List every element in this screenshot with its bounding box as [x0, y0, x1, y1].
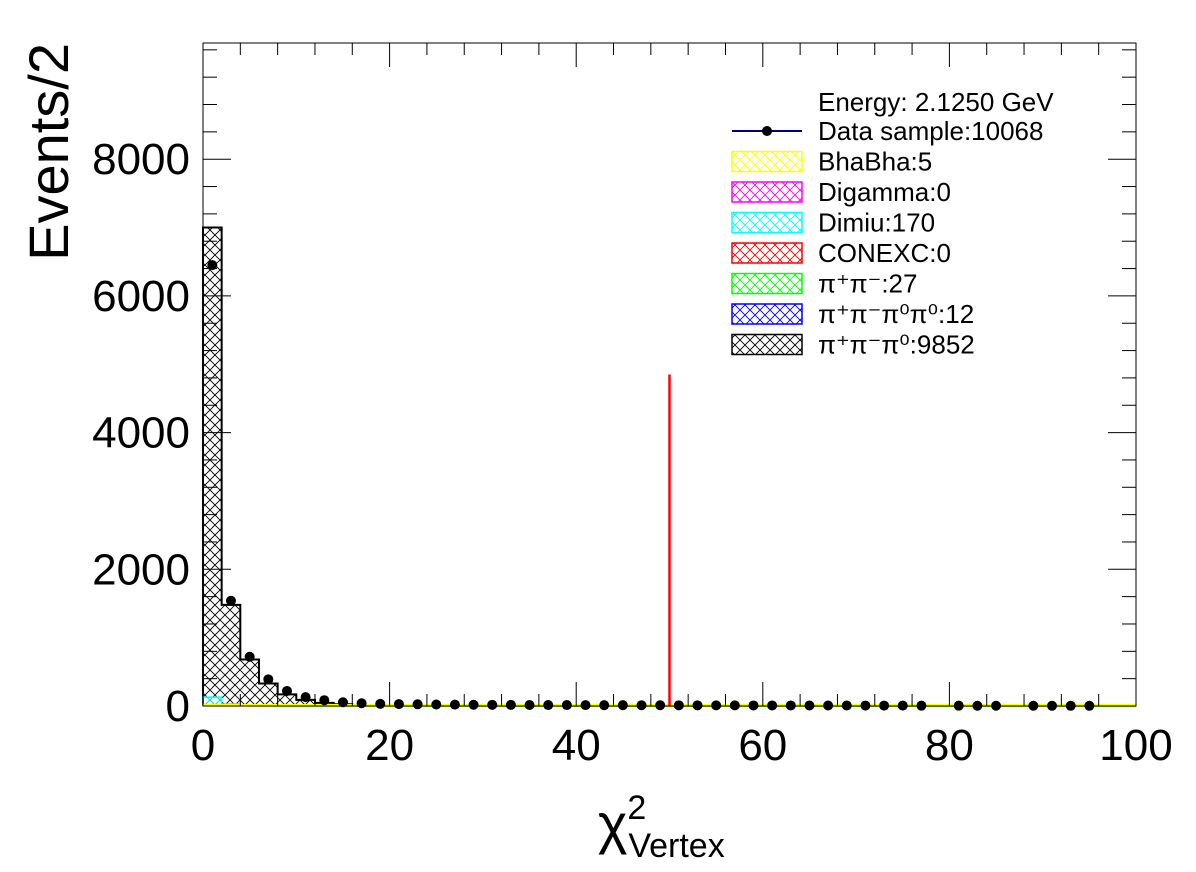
y-tick-label: 2000: [92, 545, 190, 594]
legend-swatch-conexc: [731, 242, 803, 264]
legend-entry-pipipi0pi0: π⁺π⁻π⁰π⁰:12: [731, 299, 974, 329]
data-point: [468, 699, 479, 710]
legend-header: Energy: 2.1250 GeV: [818, 87, 1054, 117]
bar-pipipi0: [221, 604, 241, 706]
data-point: [449, 699, 460, 710]
data-markers: [207, 260, 1095, 711]
data-point: [505, 699, 516, 710]
data-point: [375, 698, 386, 709]
bar-pipipi0: [258, 683, 278, 706]
legend-label-pipi: π⁺π⁻:27: [818, 269, 917, 299]
data-point: [617, 700, 628, 711]
x-tick-label: 100: [1099, 721, 1172, 770]
data-point: [748, 700, 759, 711]
bar-pipipi0: [296, 699, 315, 706]
data-point: [767, 700, 778, 711]
data-point: [543, 700, 554, 711]
plot-frame: [202, 42, 1137, 707]
data-point: [673, 700, 684, 711]
data-point: [300, 692, 311, 703]
y-tick-label: 4000: [92, 409, 190, 458]
data-point: [431, 699, 442, 710]
x-axis-title-main: χ: [598, 792, 627, 855]
data-point: [785, 700, 796, 711]
legend-entry-conexc: CONEXC:0: [731, 238, 951, 268]
legend-entry-dimiu: Dimiu:170: [731, 208, 935, 238]
legend-marker-data: [762, 126, 772, 136]
data-point: [524, 699, 535, 710]
legend-label-pipipi0: π⁺π⁻π⁰:9852: [818, 330, 975, 360]
x-axis-title: χ2 Vertex: [598, 789, 725, 865]
x-tick-label: 80: [925, 721, 974, 770]
legend-label-conexc: CONEXC:0: [818, 238, 951, 268]
legend-label-digamma: Digamma:0: [818, 177, 951, 207]
bar-pipipi0: [277, 694, 297, 706]
y-tick-label: 0: [166, 682, 190, 731]
y-axis-tick-labels: 0 2000 4000 6000 8000: [92, 135, 190, 731]
legend-label-data: Data sample:10068: [818, 116, 1043, 146]
legend-entry-digamma: Digamma:0: [731, 177, 951, 207]
data-point: [319, 695, 330, 706]
data-point: [580, 700, 591, 711]
x-axis-title-sub: Vertex: [628, 827, 724, 865]
legend-label-pipipi0pi0: π⁺π⁻π⁰π⁰:12: [818, 299, 974, 329]
x-tick-label: 20: [365, 721, 414, 770]
data-point: [393, 699, 404, 710]
data-point: [636, 700, 647, 711]
x-tick-label: 40: [552, 721, 601, 770]
legend-swatch-digamma: [731, 181, 803, 203]
data-point: [263, 674, 274, 685]
legend-entry-bhabha: BhaBha:5: [731, 147, 932, 177]
legend-swatch-pipipi0pi0: [731, 303, 803, 325]
x-tick-label: 60: [738, 721, 787, 770]
legend-entry-pipi: π⁺π⁻:27: [731, 269, 917, 299]
data-point: [337, 697, 348, 708]
y-axis-title: Events/2: [17, 43, 80, 261]
bar-dimiu: [203, 697, 222, 706]
data-point: [729, 700, 740, 711]
data-point: [244, 651, 255, 662]
legend: Energy: 2.1250 GeV Data sample:10068BhaB…: [731, 87, 1054, 360]
legend-swatch-bhabha: [731, 150, 803, 173]
legend-swatch-pipi: [731, 272, 803, 295]
legend-label-bhabha: BhaBha:5: [818, 147, 932, 177]
data-point: [356, 698, 367, 709]
legend-entry-pipipi0: π⁺π⁻π⁰:9852: [731, 330, 975, 360]
bar-pipipi0: [240, 659, 259, 706]
data-point: [225, 595, 236, 606]
legend-entry-data: Data sample:10068: [732, 116, 1043, 146]
y-tick-label: 6000: [92, 272, 190, 321]
data-point: [599, 700, 610, 711]
x-tick-label: 0: [191, 721, 215, 770]
data-point: [561, 700, 572, 711]
data-point: [412, 699, 423, 710]
x-axis-title-sup: 2: [627, 789, 646, 827]
legend-swatch-dimiu: [731, 211, 803, 234]
bar-pipipi0: [203, 227, 222, 706]
data-point: [655, 700, 666, 711]
y-tick-label: 8000: [92, 135, 190, 184]
data-point: [487, 699, 498, 710]
x-axis-ticks: [202, 43, 1137, 706]
legend-label-dimiu: Dimiu:170: [818, 208, 935, 238]
data-point: [281, 685, 292, 696]
x-axis-tick-labels: 0 20 40 60 80 100: [191, 721, 1173, 770]
data-point: [207, 260, 218, 271]
data-point: [692, 700, 703, 711]
data-point: [711, 700, 722, 711]
y-axis-ticks: [203, 49, 1136, 707]
legend-swatch-pipipi0: [731, 333, 803, 356]
